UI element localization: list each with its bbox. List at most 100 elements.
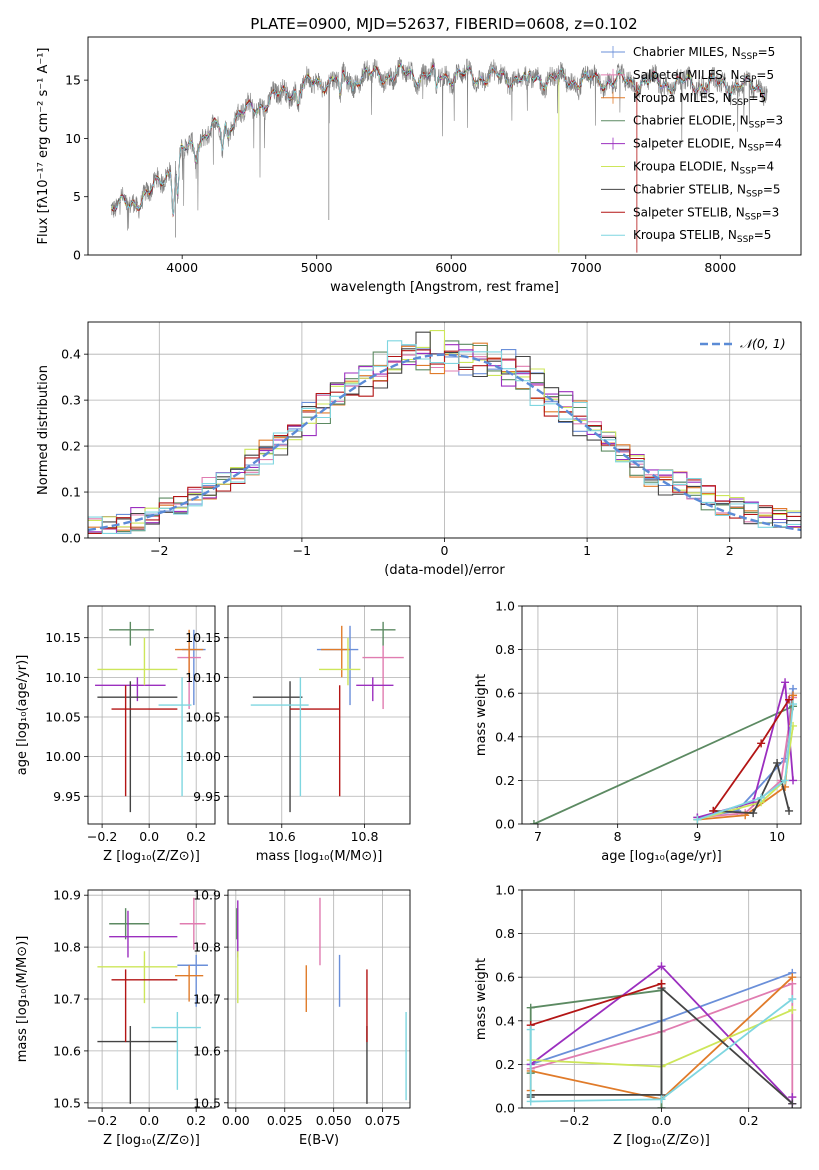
- y-axis-label: age [log₁₀(age/yr)]: [15, 655, 30, 776]
- weight-marker: [657, 1095, 666, 1104]
- x-tick-label: 0.025: [267, 1113, 303, 1128]
- y-axis-label: mass [log₁₀(M/M⊙)]: [15, 936, 30, 1063]
- x-tick-label: 0.075: [365, 1113, 401, 1128]
- y-tick-label: 10.7: [193, 992, 221, 1007]
- x-tick-label: 1: [583, 543, 591, 558]
- weight-line-6: [713, 760, 790, 815]
- errorbar-point-2: [175, 965, 204, 1002]
- y-tick-label: 10.15: [45, 630, 81, 645]
- weight-marker: [788, 1005, 797, 1014]
- weight-marker: [693, 815, 702, 824]
- x-tick-label: 0.0: [139, 1113, 159, 1128]
- x-axis-label: age [log₁₀(age/yr)]: [601, 849, 722, 864]
- y-axis-label: mass weight: [474, 674, 489, 756]
- y-tick-label: 15: [65, 73, 81, 88]
- plot-area-weight_vs_age: [522, 606, 801, 824]
- y-tick-label: 0.8: [495, 642, 515, 657]
- y-tick-label: 10.8: [53, 940, 81, 955]
- legend-label-3: Chabrier ELODIE, NSSP=3: [633, 114, 783, 131]
- y-tick-label: 0.1: [61, 485, 81, 500]
- x-axis-label: wavelength [Angstrom, rest frame]: [330, 280, 559, 295]
- spectrum-legend: Chabrier MILES, NSSP=5 Salpeter MILES, NS…: [601, 45, 783, 245]
- y-tick-label: 10.00: [45, 749, 81, 764]
- panel-age_vs_Z: −0.2 0.0 0.2 9.95 10.00 10.05 10.10 10.15 Z [log…: [15, 605, 216, 864]
- errorbar-point-3: [109, 908, 150, 940]
- weight-line-1: [530, 982, 794, 1098]
- x-tick-label: 10.8: [351, 829, 379, 844]
- legend-label-1: Salpeter MILES, NSSP=5: [633, 68, 774, 85]
- panel-weight_vs_Z: −0.2 0.0 0.2 0.0 0.2 0.4 0.6 0.8 1.0 Z [log₁₀(Z/Z…: [474, 883, 802, 1148]
- x-axis-label: Z [log₁₀(Z/Z⊙)]: [613, 1133, 710, 1148]
- legend-gaussian-label: 𝒩(0, 1): [740, 336, 786, 351]
- errorbar-point-3: [370, 621, 396, 646]
- x-tick-label: 10: [769, 829, 785, 844]
- errorbar-point-7: [111, 685, 178, 797]
- weight-marker: [529, 820, 538, 824]
- y-axis-label: Normed distribution: [36, 365, 51, 495]
- x-tick-label: −0.2: [87, 1113, 117, 1128]
- axes-frame: [521, 605, 802, 825]
- panel-residuals: −2 −1 0 1 2 0.0 0.1 0.2 0.3 0.4 (data-model)/error…: [36, 321, 802, 578]
- y-tick-label: 10: [65, 131, 81, 146]
- y-tick-label: 10.00: [185, 749, 221, 764]
- errorbar-point-5: [97, 637, 178, 686]
- y-tick-label: 1.0: [495, 599, 515, 614]
- weight-marker: [757, 739, 766, 748]
- errorbar-point-6: [252, 681, 303, 813]
- weight-marker: [526, 1097, 535, 1106]
- x-tick-label: 7000: [570, 260, 602, 275]
- legend-label-4: Salpeter ELODIE, NSSP=4: [633, 137, 782, 154]
- axes-frame: [227, 889, 411, 1109]
- errorbar-point-8: [151, 1011, 201, 1090]
- weight-marker: [785, 806, 794, 815]
- y-tick-label: 0: [73, 248, 81, 263]
- weight-marker: [789, 700, 798, 709]
- legend-label-8: Kroupa STELIB, NSSP=5: [633, 228, 771, 245]
- plot-area-spectrum: [110, 57, 768, 253]
- weight-marker: [657, 1104, 666, 1108]
- panel-spectrum: 4000 5000 6000 7000 8000 0 5 10 15 wavelength [An…: [36, 36, 802, 295]
- weight-marker: [788, 1099, 797, 1108]
- y-tick-label: 1.0: [495, 883, 515, 898]
- y-tick-label: 10.9: [53, 888, 81, 903]
- weight-marker: [788, 995, 797, 1003]
- y-tick-label: 10.05: [45, 709, 81, 724]
- y-tick-label: 10.7: [53, 992, 81, 1007]
- y-tick-label: 0.2: [495, 1057, 515, 1072]
- x-tick-label: 6000: [435, 260, 467, 275]
- y-tick-label: 10.10: [45, 670, 81, 685]
- axes-frame: [87, 889, 216, 1109]
- residual-legend: 𝒩(0, 1): [700, 336, 786, 351]
- errorbar-point-6: [97, 681, 178, 813]
- weight-marker: [788, 973, 797, 982]
- legend-label-5: Kroupa ELODIE, NSSP=4: [633, 160, 774, 177]
- weight-marker: [781, 776, 790, 785]
- weight-marker: [526, 1025, 535, 1034]
- y-tick-label: 0.2: [495, 773, 515, 788]
- y-tick-label: 10.10: [185, 670, 221, 685]
- y-tick-label: 9.95: [53, 789, 81, 804]
- y-tick-label: 10.6: [53, 1043, 81, 1058]
- errorbar-point-7: [111, 969, 178, 1043]
- x-tick-label: 4000: [166, 260, 198, 275]
- y-tick-label: 5: [73, 189, 81, 204]
- weight-marker: [789, 776, 798, 785]
- plot-area-weight_vs_Z: [522, 890, 801, 1108]
- x-tick-label: 2: [726, 543, 734, 558]
- axes-frame: [87, 321, 802, 539]
- x-tick-label: 0.2: [186, 1113, 206, 1128]
- panel-age_vs_mass: 10.6 10.8 9.95 10.00 10.05 10.10 10.15 mass [lo…: [185, 605, 411, 864]
- panel-mass_vs_Z: −0.2 0.0 0.2 10.5 10.6 10.7 10.8 10.9 Z [log₁₀(Z…: [15, 888, 216, 1148]
- y-tick-label: 10.5: [193, 1095, 221, 1110]
- y-tick-label: 0.2: [61, 439, 81, 454]
- weight-marker: [785, 695, 794, 704]
- x-axis-label: mass [log₁₀(M/M⊙)]: [256, 849, 383, 864]
- axes-frame: [87, 605, 216, 825]
- y-axis-label: mass weight: [474, 958, 489, 1040]
- x-tick-label: 9: [693, 829, 701, 844]
- y-tick-label: 0.8: [495, 926, 515, 941]
- weight-marker: [657, 979, 666, 988]
- gaussian-curve: [88, 353, 801, 532]
- plot-area-age_vs_Z: [88, 606, 215, 824]
- x-tick-label: 0.2: [186, 829, 206, 844]
